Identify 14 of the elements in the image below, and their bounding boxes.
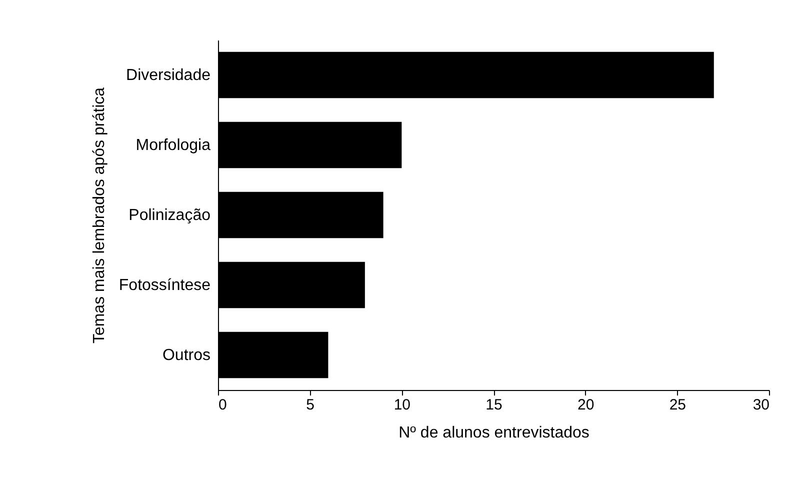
y-tick-label: Morfologia xyxy=(136,137,211,154)
y-tick-label: Outros xyxy=(162,347,210,364)
x-axis-title: Nº de alunos entrevistados xyxy=(398,424,590,442)
x-tick-label: 5 xyxy=(306,396,315,414)
y-tick-label: Polinização xyxy=(128,207,211,224)
x-tick-label: 10 xyxy=(394,396,411,414)
y-tick-label: Diversidade xyxy=(126,67,211,84)
x-tick-label: 20 xyxy=(577,396,594,414)
y-tick-label: Fotossíntese xyxy=(118,277,211,294)
x-tick-label: 15 xyxy=(486,396,502,414)
y-axis-title: Temas mais lembrados após prática xyxy=(90,87,108,344)
x-tick-label: 25 xyxy=(669,396,686,414)
x-tick-label: 30 xyxy=(752,396,770,414)
x-tick-label: 0 xyxy=(218,396,227,414)
